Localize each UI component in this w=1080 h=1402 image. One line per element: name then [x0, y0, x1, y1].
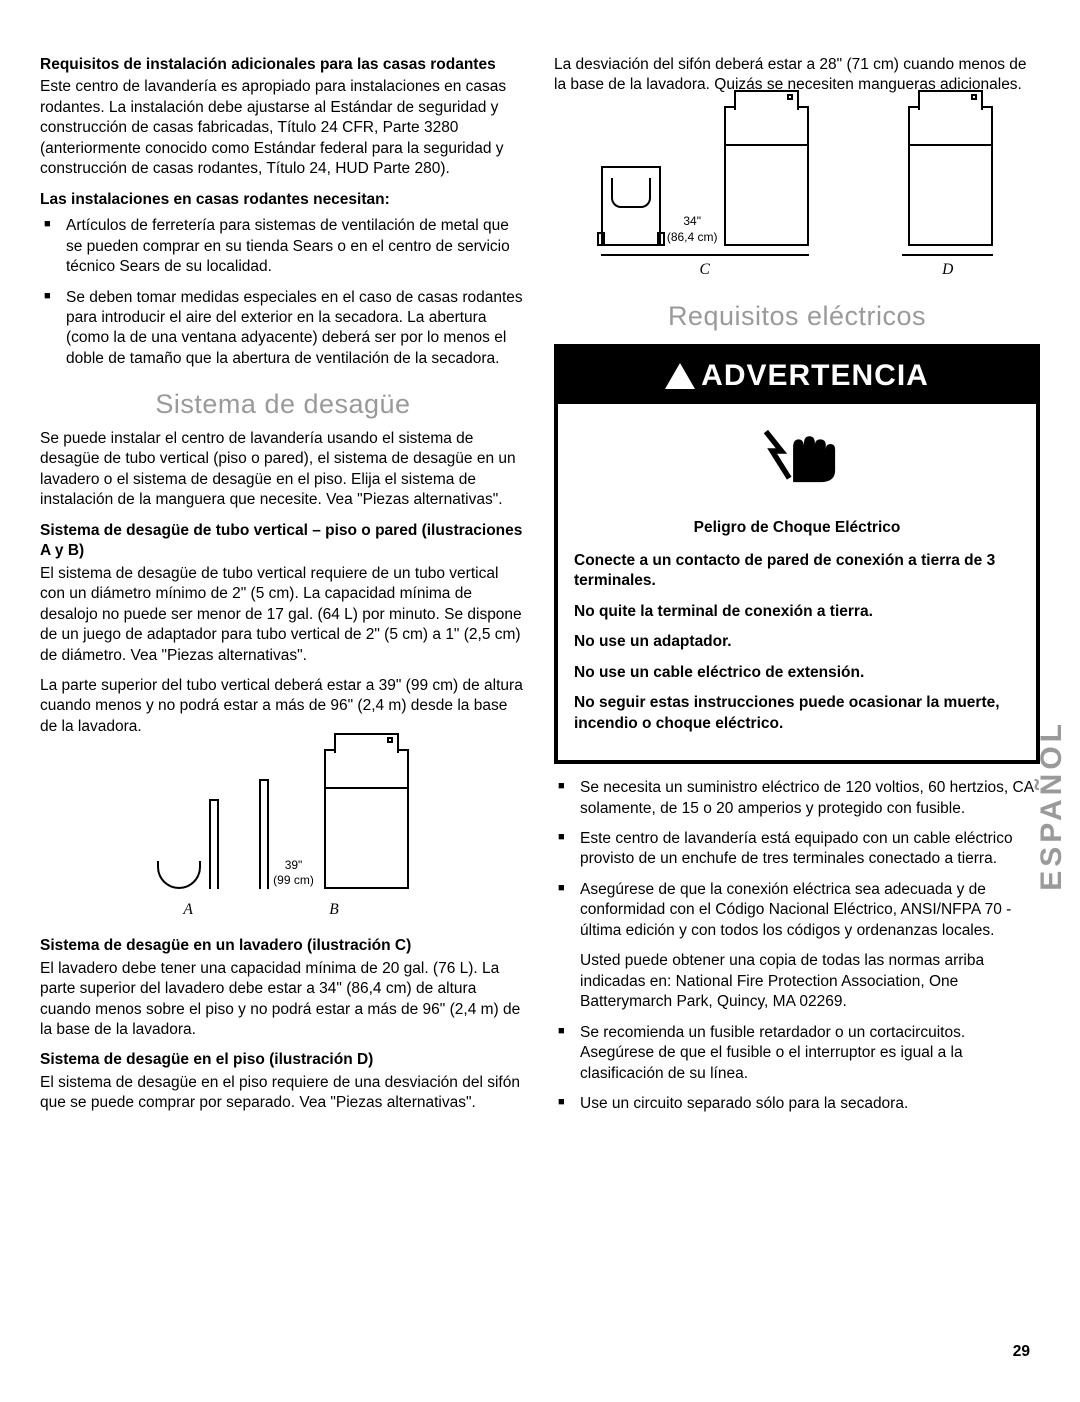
- list-item: Asegúrese de que la conexión eléctrica s…: [554, 880, 1040, 1013]
- warning-line: No seguir estas instrucciones puede ocas…: [574, 693, 1020, 734]
- section-header-drain: Sistema de desagüe: [40, 387, 526, 423]
- list-item: Use un circuito separado sólo para la se…: [554, 1094, 1040, 1114]
- list-item-text: Asegúrese de que la conexión eléctrica s…: [580, 881, 1011, 939]
- electric-shock-hand-icon: [757, 473, 837, 490]
- electrical-requirements-list: Se necesita un suministro eléctrico de 1…: [554, 778, 1040, 1114]
- dimension-34in: 34": [683, 214, 701, 230]
- paragraph: La parte superior del tubo vertical debe…: [40, 676, 526, 737]
- warning-subtitle: Peligro de Choque Eléctrico: [574, 518, 1020, 538]
- figure-a-b: A 39" (99 cm) B: [40, 749, 526, 920]
- dimension-86cm: (86,4 cm): [667, 230, 718, 246]
- paragraph: El sistema de desagüe en el piso requier…: [40, 1073, 526, 1114]
- figure-label-a: A: [157, 900, 219, 920]
- heading-standpipe: Sistema de desagüe de tubo vertical – pi…: [40, 521, 526, 562]
- figure-label-c: C: [601, 260, 809, 280]
- paragraph: Este centro de lavandería es apropiado p…: [40, 77, 526, 179]
- language-tab: ESPAÑOL: [1032, 720, 1072, 891]
- warning-triangle-icon: [665, 363, 695, 389]
- list-item-subtext: Usted puede obtener una copia de todas l…: [580, 951, 1040, 1012]
- paragraph: El sistema de desagüe de tubo vertical r…: [40, 564, 526, 666]
- warning-title: ADVERTENCIA: [701, 356, 929, 396]
- panel-a: A: [157, 799, 219, 920]
- panel-c: 34" (86,4 cm) C: [601, 106, 809, 281]
- figure-label-b: B: [259, 900, 409, 920]
- warning-body: Peligro de Choque Eléctrico Conecte a un…: [558, 506, 1036, 760]
- page-number: 29: [1013, 1342, 1030, 1362]
- figure-c-d: 34" (86,4 cm) C D: [554, 106, 1040, 281]
- left-column: Requisitos de instalación adicionales pa…: [40, 55, 526, 1124]
- list-item: Se necesita un suministro eléctrico de 1…: [554, 778, 1040, 819]
- two-column-layout: Requisitos de instalación adicionales pa…: [40, 55, 1040, 1124]
- right-column: La desviación del sifón deberá estar a 2…: [554, 55, 1040, 1124]
- warning-line: No use un cable eléctrico de extensión.: [574, 663, 1020, 683]
- shock-icon-area: [558, 404, 1036, 506]
- warning-line: No quite la terminal de conexión a tierr…: [574, 602, 1020, 622]
- list-item: Artículos de ferretería para sistemas de…: [40, 216, 526, 277]
- paragraph: Se puede instalar el centro de lavanderí…: [40, 429, 526, 511]
- panel-d: D: [902, 106, 993, 281]
- warning-line: Conecte a un contacto de pared de conexi…: [574, 551, 1020, 592]
- dimension-39in: 39": [285, 858, 303, 874]
- list-mobile-needs: Artículos de ferretería para sistemas de…: [40, 216, 526, 369]
- warning-line: No use un adaptador.: [574, 632, 1020, 652]
- list-item: Se recomienda un fusible retardador o un…: [554, 1023, 1040, 1084]
- heading-mobile-needs: Las instalaciones en casas rodantes nece…: [40, 190, 526, 210]
- panel-b: 39" (99 cm) B: [259, 749, 409, 920]
- section-header-electrical: Requisitos eléctricos: [554, 299, 1040, 335]
- warning-box: ADVERTENCIA Peligro de Choque Eléctrico …: [554, 344, 1040, 764]
- list-item: Se deben tomar medidas especiales en el …: [40, 288, 526, 370]
- figure-label-d: D: [902, 260, 993, 280]
- heading-laundry-tub: Sistema de desagüe en un lavadero (ilust…: [40, 936, 526, 956]
- list-item: Este centro de lavandería está equipado …: [554, 829, 1040, 870]
- warning-header: ADVERTENCIA: [558, 348, 1036, 404]
- heading-floor-drain: Sistema de desagüe en el piso (ilustraci…: [40, 1050, 526, 1070]
- paragraph: El lavadero debe tener una capacidad mín…: [40, 959, 526, 1041]
- heading-mobile-home: Requisitos de instalación adicionales pa…: [40, 55, 526, 75]
- dimension-99cm: (99 cm): [273, 873, 314, 889]
